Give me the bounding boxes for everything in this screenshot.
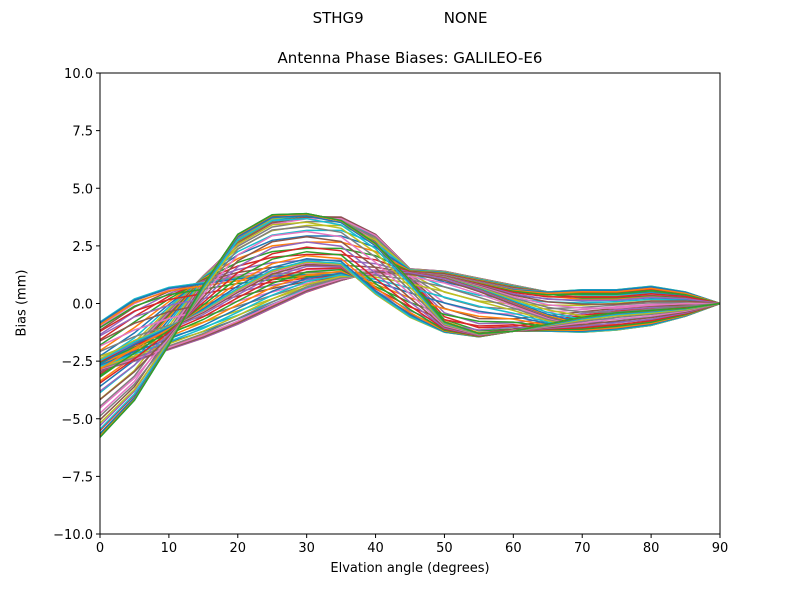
series-line bbox=[99, 250, 721, 377]
y-tick-label: 2.5 bbox=[72, 240, 93, 255]
x-tick-label: 70 bbox=[574, 541, 591, 556]
y-tick-label: −7.5 bbox=[61, 470, 93, 485]
x-tick-label: 40 bbox=[367, 541, 384, 556]
series-line bbox=[99, 217, 721, 430]
series-line bbox=[99, 241, 721, 392]
y-axis-label: Bias (mm) bbox=[14, 269, 30, 337]
series-line bbox=[99, 230, 721, 409]
x-tick-label: 0 bbox=[96, 541, 104, 556]
series-line bbox=[99, 246, 721, 384]
x-tick-label: 90 bbox=[712, 541, 729, 556]
chart-title: Antenna Phase Biases: GALILEO-E6 bbox=[277, 49, 543, 67]
antenna-radome: NONE bbox=[443, 9, 488, 27]
y-axis-ticks: −10.0 −7.5 −5.0 −2.5 0.0 2.5 5.0 7.5 10.0 bbox=[53, 67, 100, 543]
x-axis-label: Elvation angle (degrees) bbox=[330, 561, 490, 576]
series-line bbox=[99, 225, 721, 417]
data-lines bbox=[99, 212, 721, 438]
y-tick-label: −10.0 bbox=[53, 528, 93, 543]
x-tick-label: 10 bbox=[161, 541, 178, 556]
figure-suptitle: STHG9 NONE bbox=[0, 9, 800, 27]
y-tick-label: 7.5 bbox=[72, 125, 93, 140]
y-tick-label: −2.5 bbox=[61, 355, 93, 370]
y-tick-label: −5.0 bbox=[61, 413, 93, 428]
station-name: STHG9 bbox=[312, 9, 364, 27]
series-line bbox=[99, 258, 721, 365]
x-tick-label: 60 bbox=[505, 541, 522, 556]
y-tick-label: 5.0 bbox=[72, 182, 93, 197]
series-line bbox=[99, 254, 721, 370]
series-line bbox=[99, 221, 721, 424]
series-line bbox=[99, 212, 721, 438]
y-tick-label: 10.0 bbox=[64, 67, 93, 82]
y-tick-label: 0.0 bbox=[72, 298, 93, 313]
x-tick-label: 30 bbox=[298, 541, 315, 556]
x-axis-ticks: 0 10 20 30 40 50 60 70 80 90 bbox=[96, 534, 728, 556]
x-tick-label: 80 bbox=[643, 541, 660, 556]
x-tick-label: 20 bbox=[230, 541, 247, 556]
x-tick-label: 50 bbox=[436, 541, 453, 556]
series-line bbox=[99, 236, 721, 401]
series-line bbox=[99, 260, 721, 362]
